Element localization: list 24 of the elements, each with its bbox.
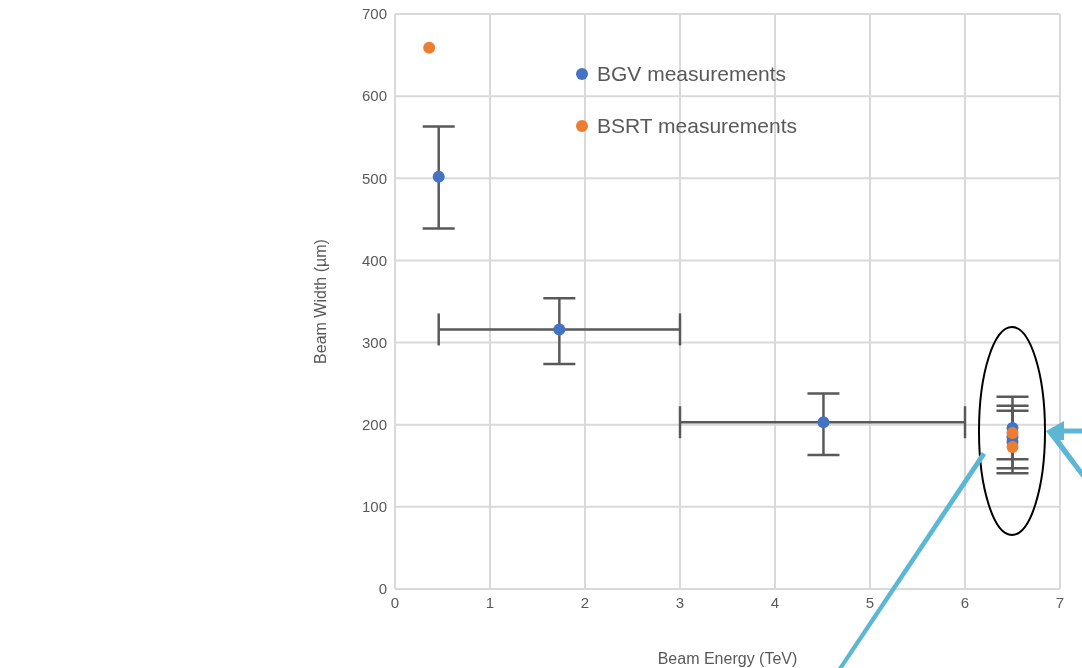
y-tick-label: 600 bbox=[361, 87, 387, 105]
x-tick-label: 4 bbox=[770, 593, 780, 611]
point bbox=[553, 323, 566, 336]
point bbox=[432, 170, 445, 183]
y-tick-label: 0 bbox=[378, 580, 387, 598]
y-tick-label: 400 bbox=[361, 251, 387, 269]
x-tick-label: 3 bbox=[675, 593, 685, 611]
y-tick-label: 300 bbox=[361, 333, 387, 351]
x-tick-label: 0 bbox=[390, 593, 400, 611]
y-tick-label: 500 bbox=[361, 169, 387, 187]
y-tick-label: 100 bbox=[361, 498, 387, 516]
x-tick-label: 7 bbox=[1055, 593, 1065, 611]
point bbox=[817, 416, 830, 429]
x-tick-label: 5 bbox=[865, 593, 875, 611]
legend-label: BGV measurements bbox=[597, 62, 787, 86]
x-axis-title: Beam Energy (TeV) bbox=[657, 650, 798, 667]
y-tick-label: 200 bbox=[361, 416, 387, 434]
x-tick-label: 1 bbox=[485, 593, 495, 611]
x-tick-label: 6 bbox=[960, 593, 970, 611]
x-tick-label: 2 bbox=[580, 593, 590, 611]
point bbox=[423, 41, 436, 54]
y-tick-label: 700 bbox=[361, 5, 387, 23]
legend-label: BSRT measurements bbox=[597, 114, 797, 138]
y-axis-title: Beam Width (µm) bbox=[311, 239, 329, 364]
